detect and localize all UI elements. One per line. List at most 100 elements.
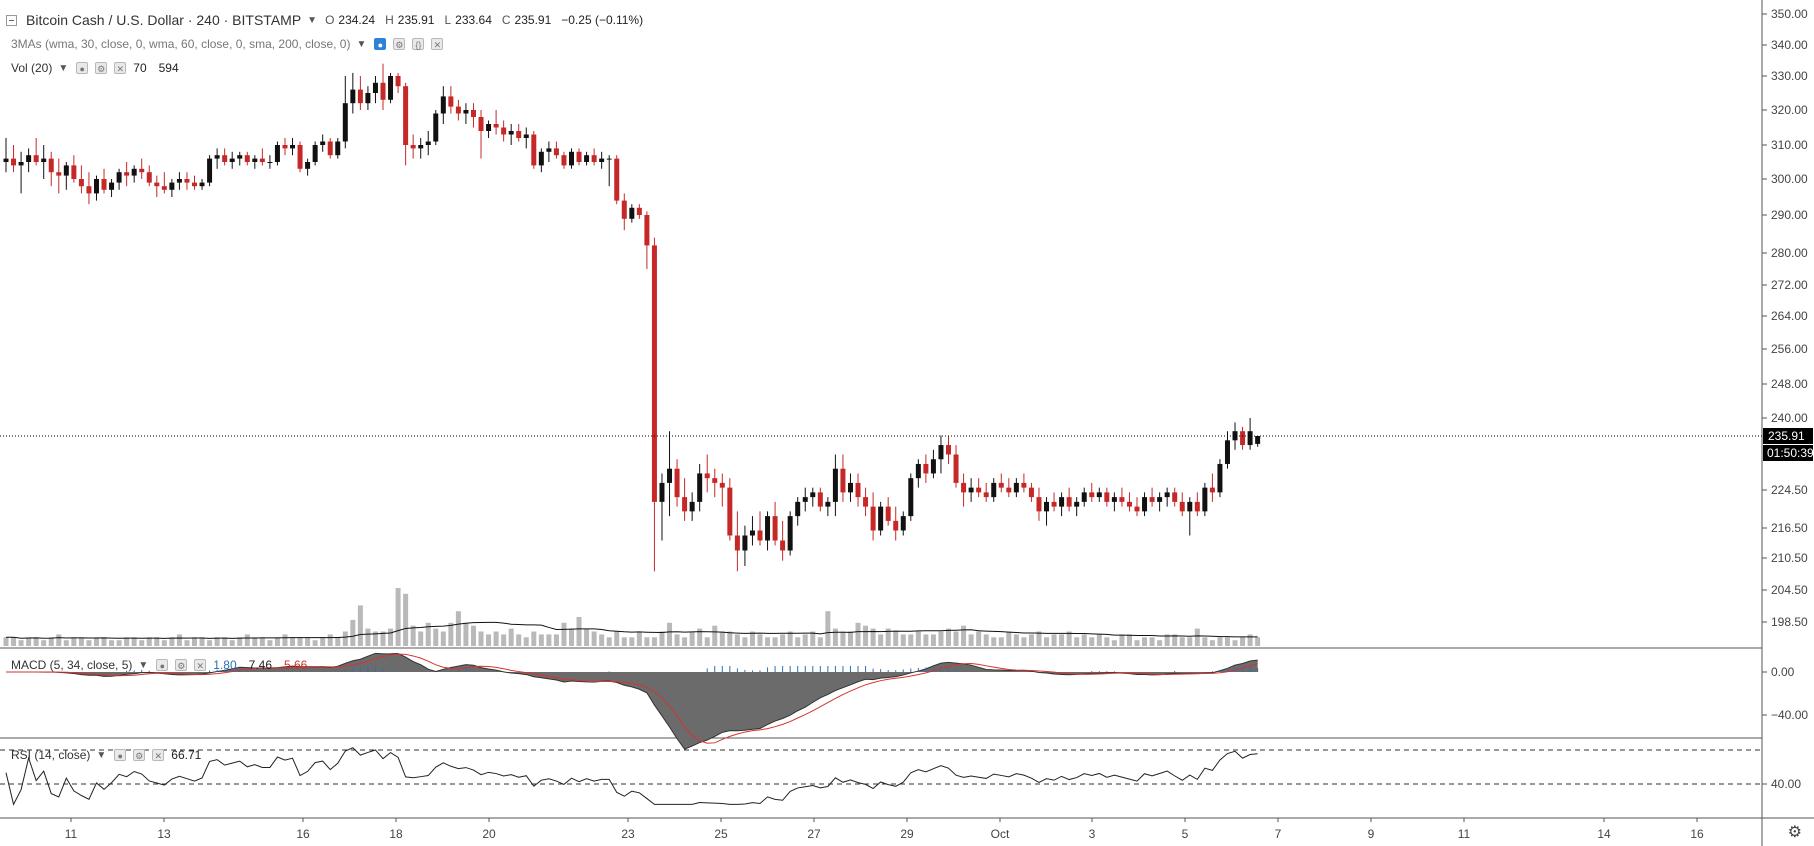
time-tick-label: 16 (1690, 827, 1704, 841)
candle-body (712, 478, 718, 483)
volume-bar (825, 611, 831, 646)
candle-body (1134, 506, 1140, 512)
volume-bar (305, 637, 311, 646)
candle-body (802, 497, 808, 502)
eye-icon[interactable]: ● (374, 38, 387, 50)
last-price-badge (1763, 428, 1813, 444)
close-icon[interactable]: ✕ (114, 62, 127, 74)
volume-bar (1051, 634, 1057, 646)
eye-icon[interactable]: ● (114, 749, 127, 761)
price-tick-label: 240.00 (1771, 411, 1808, 425)
candle-body (1104, 492, 1110, 502)
gear-icon[interactable]: ⚙ (175, 659, 188, 671)
candle-body (636, 207, 642, 215)
candle-body (501, 127, 507, 135)
candle-body (116, 172, 122, 183)
volume-bar (968, 634, 974, 646)
vol-label[interactable]: Vol (20) (11, 61, 53, 75)
gear-icon[interactable]: ⚙ (393, 38, 406, 50)
candle-body (734, 535, 740, 551)
volume-bar (674, 634, 680, 646)
candle-body (357, 89, 363, 104)
chevron-down-icon[interactable]: ▼ (58, 62, 69, 74)
volume-bar (101, 637, 107, 646)
volume-bar (1059, 634, 1065, 646)
volume-bar (192, 637, 197, 646)
volume-bar (1028, 634, 1034, 646)
gear-icon[interactable]: ⚙ (95, 62, 108, 74)
volume-bar (546, 634, 552, 646)
eye-icon[interactable]: ● (156, 659, 169, 671)
candle-body (1187, 501, 1193, 512)
volume-bar (1013, 634, 1019, 646)
candle-body (787, 516, 793, 551)
volume-bar (131, 637, 137, 646)
close-icon[interactable]: ✕ (431, 38, 444, 50)
countdown-label: 01:50:39 (1767, 446, 1814, 460)
volume-bar (455, 611, 461, 646)
volume-bar (388, 628, 394, 646)
volume-bar (357, 605, 363, 646)
volume-bar (116, 640, 122, 646)
candle-body (870, 506, 876, 531)
candle-body (440, 96, 446, 114)
symbol-title[interactable]: Bitcoin Cash / U.S. Dollar · 240 · BITST… (26, 12, 302, 28)
rsi-label[interactable]: RSI (14, close) (11, 748, 91, 762)
collapse-icon[interactable] (6, 14, 17, 26)
volume-bar (697, 628, 703, 646)
code-icon[interactable]: {} (412, 38, 425, 50)
candle-body (667, 468, 673, 483)
candle-body (388, 76, 394, 100)
close-icon[interactable]: ✕ (152, 749, 165, 761)
volume-bar (410, 625, 416, 646)
volume-bar (1126, 634, 1132, 646)
volume-bar (523, 637, 529, 646)
volume-bar (787, 631, 793, 646)
macd-tick-label: 0.00 (1771, 665, 1795, 679)
volume-bar (448, 622, 454, 646)
volume-bar (486, 634, 492, 646)
chevron-down-icon[interactable]: ▼ (307, 14, 318, 26)
volume-bar (983, 634, 989, 646)
candle-body (1066, 497, 1072, 507)
candle-body (629, 207, 635, 219)
candle-body (591, 155, 597, 162)
candle-body (214, 155, 220, 159)
macd-line (6, 652, 1258, 750)
candle-body (478, 117, 484, 131)
candle-body (372, 82, 378, 93)
settings-gear-icon[interactable]: ⚙ (1787, 824, 1802, 841)
candle-body (1179, 501, 1185, 512)
volume-bar (335, 637, 341, 646)
time-tick-label: 13 (157, 827, 171, 841)
macd-label[interactable]: MACD (5, 34, close, 5) (11, 658, 133, 672)
candle-body (1164, 492, 1170, 498)
candle-body (425, 141, 431, 145)
candle-body (727, 487, 733, 536)
candle-body (1006, 487, 1012, 493)
volume-bar (1209, 640, 1215, 646)
close-icon[interactable]: ✕ (194, 659, 207, 671)
gear-icon[interactable]: ⚙ (133, 749, 146, 761)
rsi-value: 66.71 (171, 748, 202, 762)
volume-bar (765, 637, 771, 646)
chevron-down-icon[interactable]: ▼ (138, 659, 149, 671)
candle-body (380, 82, 386, 100)
chevron-down-icon[interactable]: ▼ (96, 749, 107, 761)
eye-icon[interactable]: ● (76, 62, 89, 74)
volume-bar (1232, 640, 1238, 646)
volume-bar (418, 631, 424, 646)
time-tick-label: 14 (1597, 827, 1611, 841)
volume-bar (1074, 637, 1080, 646)
volume-bar (606, 637, 612, 646)
candle-body (56, 172, 62, 176)
candle-body (433, 113, 439, 142)
time-tick-label: 29 (900, 827, 914, 841)
chevron-down-icon[interactable]: ▼ (356, 38, 367, 50)
price-tick-label: 248.00 (1771, 377, 1808, 391)
volume-bar (395, 588, 401, 646)
candle-body (817, 492, 823, 507)
mas-label[interactable]: 3MAs (wma, 30, close, 0, wma, 60, close,… (11, 37, 351, 51)
candle-body (1255, 436, 1261, 444)
